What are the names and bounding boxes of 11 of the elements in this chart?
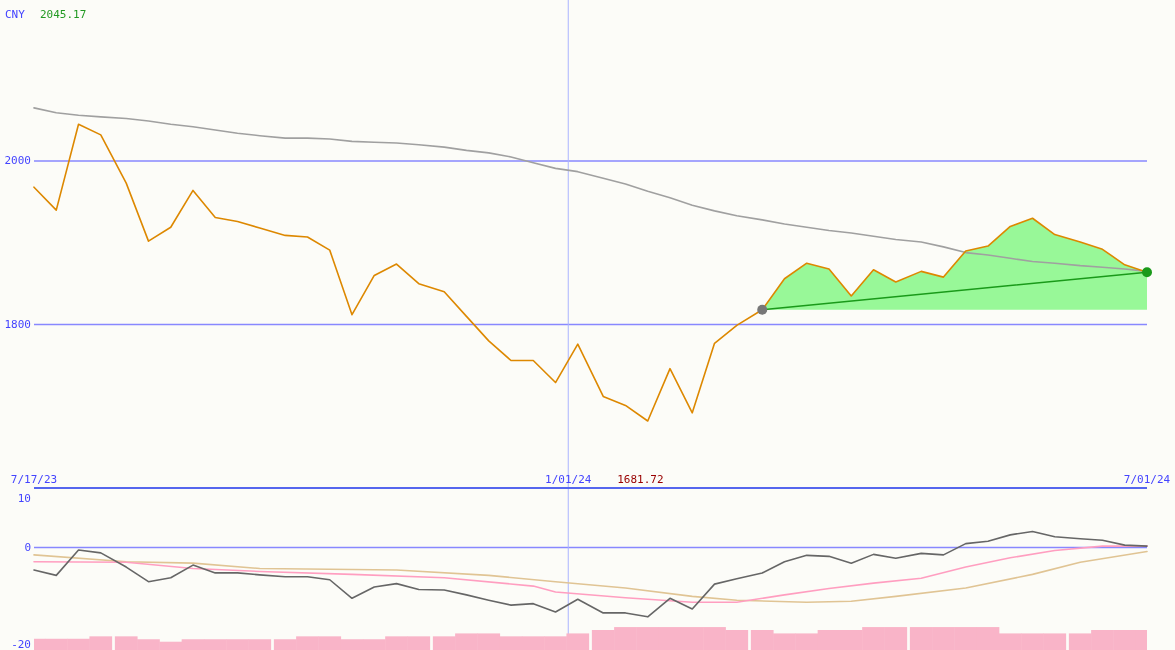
x-tick-label: 1/01/24 — [545, 473, 592, 486]
y-tick-label: 10 — [17, 491, 31, 505]
y-tick-label: 0 — [24, 540, 31, 554]
y-axis-title: CNY — [5, 8, 26, 21]
x-tick-label: 7/17/23 — [10, 473, 58, 486]
x-tick-label: 7/01/24 — [1123, 473, 1171, 486]
annotation: 1681.72 — [617, 473, 664, 486]
y-tick-label: -20 — [11, 638, 31, 650]
annotation: 2045.17 — [40, 8, 87, 21]
y-tick-label: 1800 — [4, 317, 31, 331]
y-tick-label: 2000 — [4, 154, 31, 168]
